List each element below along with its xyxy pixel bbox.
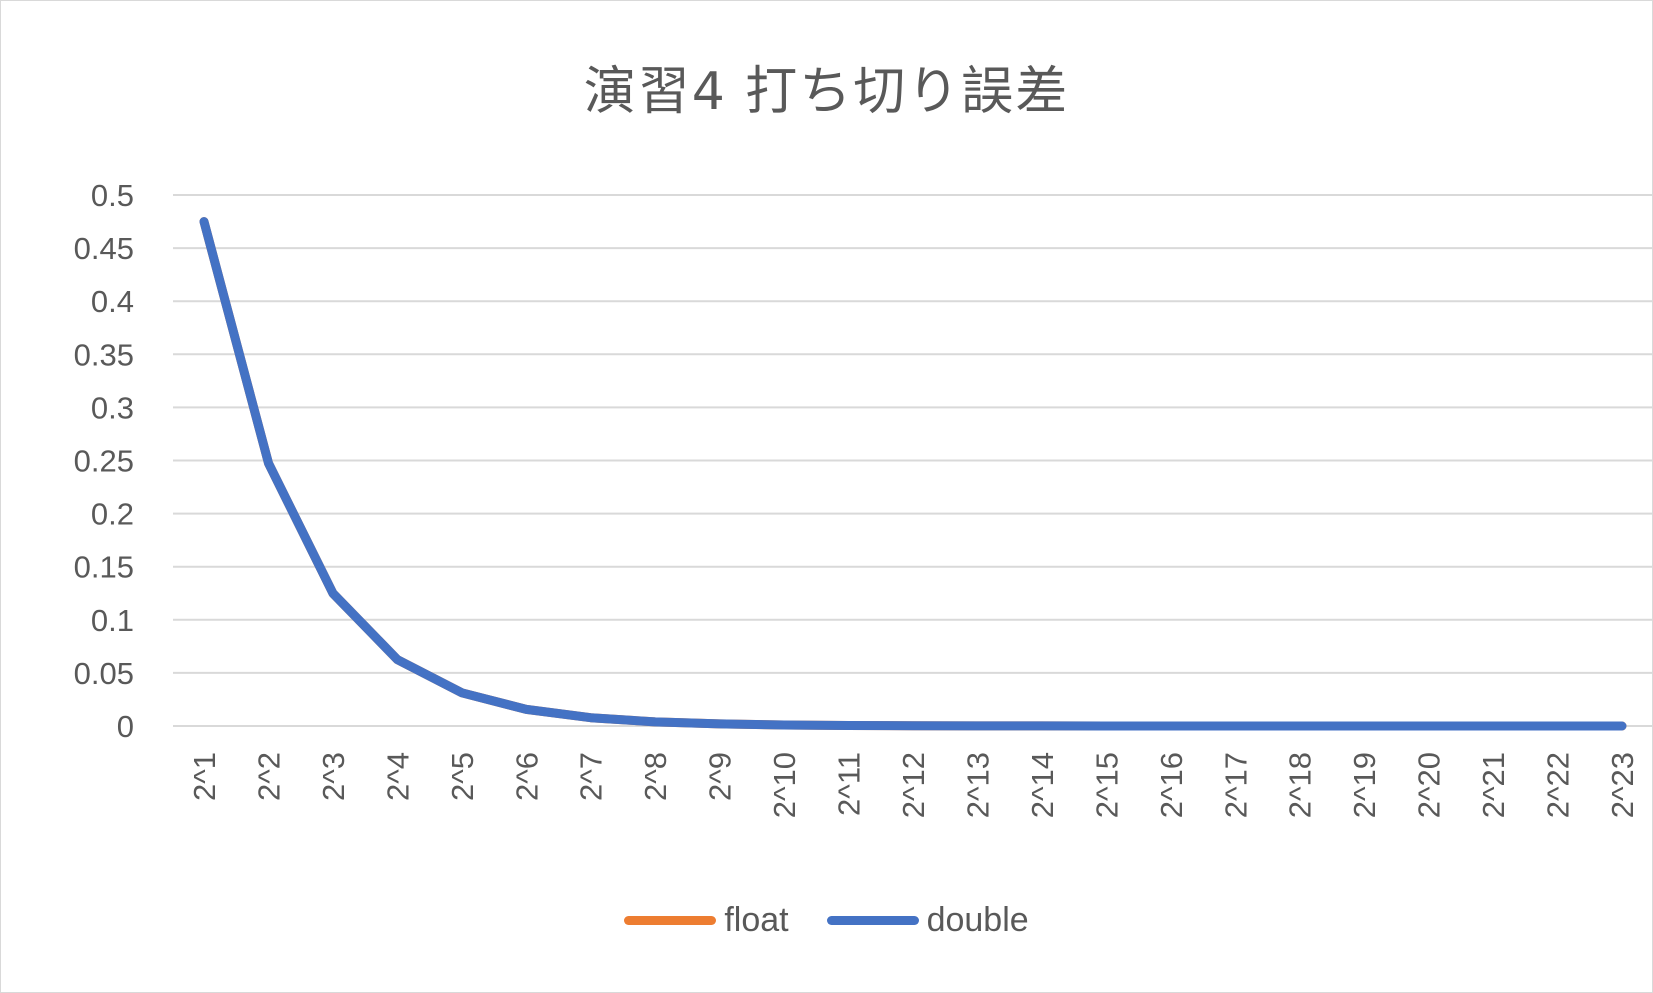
x-tick-label: 2^10 [767,752,802,818]
x-axis-ticks: 2^1 2^2 2^3 2^4 2^5 2^6 2^7 2^8 2^9 2^10 2^11 2^12 2… [187,752,1640,818]
x-tick-label: 2^17 [1218,752,1253,818]
y-tick-label: 0.45 [74,231,134,266]
series-lines [199,217,1627,731]
legend-item-double: double [826,901,1029,940]
legend-swatch-float [624,916,717,925]
x-tick-label: 2^3 [316,752,351,801]
legend-swatch-double [826,916,919,925]
x-tick-label: 2^21 [1476,752,1511,818]
legend-label-double: double [926,901,1029,939]
x-tick-label: 2^15 [1089,752,1124,818]
x-tick-label: 2^7 [574,752,609,801]
y-tick-label: 0.5 [91,178,134,213]
y-tick-label: 0.05 [74,656,134,691]
y-tick-label: 0.35 [74,337,134,372]
x-tick-label: 2^9 [703,752,738,801]
x-tick-label: 2^5 [445,752,480,801]
x-tick-label: 2^6 [509,752,544,801]
x-tick-label: 2^19 [1347,752,1382,818]
x-tick-label: 2^8 [638,752,673,801]
y-tick-label: 0.2 [91,497,134,532]
x-tick-label: 2^23 [1605,752,1640,818]
x-tick-label: 2^18 [1283,752,1318,818]
legend-item-float: float [624,901,789,940]
x-tick-label: 2^4 [380,752,415,801]
y-tick-label: 0.1 [91,603,134,638]
x-tick-label: 2^22 [1541,752,1576,818]
y-tick-label: 0.3 [91,390,134,425]
y-tick-label: 0.25 [74,444,134,479]
legend-label-float: float [724,901,789,939]
x-tick-label: 2^11 [832,752,867,816]
x-tick-label: 2^14 [1025,752,1060,818]
y-tick-label: 0 [117,709,134,744]
x-tick-label: 2^13 [960,752,995,818]
series-line-double [199,217,1627,731]
x-tick-label: 2^20 [1412,752,1447,818]
y-axis-ticks: 0 0.05 0.1 0.15 0.2 0.25 0.3 0.35 0.4 0.45 0.5 [74,178,134,744]
x-tick-label: 2^16 [1154,752,1189,818]
chart-title: 演習4 打ち切り誤差 [583,62,1070,122]
x-tick-label: 2^12 [896,752,931,818]
legend: float double [1,901,1652,940]
x-tick-label: 2^2 [251,752,286,801]
x-tick-label: 2^1 [187,752,222,801]
series-line-float [199,217,1627,731]
y-tick-label: 0.4 [91,284,134,319]
gridlines [173,194,1652,727]
y-tick-label: 0.15 [74,550,134,585]
